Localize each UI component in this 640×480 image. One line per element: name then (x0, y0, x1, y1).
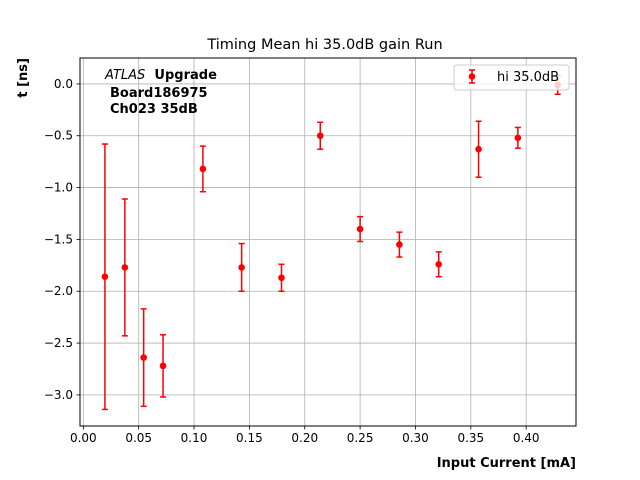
y-tick-label: −3.0 (44, 388, 73, 402)
y-tick-label: −1.5 (44, 232, 73, 246)
point-marker (435, 260, 443, 268)
data-point (356, 215, 364, 243)
x-tick-label: 0.00 (70, 431, 97, 445)
point-marker (356, 225, 364, 233)
annotation-atlas: ATLAS (104, 68, 145, 83)
x-axis-label: Input Current [mA] (437, 456, 576, 471)
point-marker (140, 354, 147, 361)
point-marker (238, 264, 245, 271)
data-point (159, 334, 167, 398)
annotation-upgrade: Upgrade (154, 68, 217, 83)
plot-area: 0.00 0.05 0.10 0.15 0.20 0.25 0.30 0.35 0.40 0.0… (44, 57, 577, 445)
legend-box (453, 64, 570, 91)
legend-label: hi 35.0dB (497, 70, 559, 85)
point-marker (101, 273, 109, 281)
data-point (140, 308, 147, 408)
x-tick-label: 0.20 (291, 431, 318, 445)
y-axis-label: t [ns] (16, 58, 31, 98)
point-marker (316, 132, 324, 140)
point-marker (475, 145, 482, 153)
point-marker (514, 134, 522, 142)
x-tick-label: 0.35 (457, 431, 484, 445)
y-tick-label: 0.0 (54, 77, 73, 91)
data-point (396, 231, 403, 258)
x-tick-label: 0.40 (513, 431, 540, 445)
x-tick-label: 0.15 (236, 431, 263, 445)
data-point (435, 251, 443, 278)
annotation-line-1: ATLAS Upgrade (104, 68, 217, 83)
data-point (514, 126, 522, 149)
plot-frame (79, 57, 577, 427)
point-marker (396, 241, 403, 248)
x-tick-label: 0.05 (125, 431, 152, 445)
data-point (121, 198, 129, 337)
x-tick-label: 0.30 (402, 431, 429, 445)
data-point (199, 145, 207, 193)
data-point (101, 143, 109, 411)
y-tick-label: −1.0 (44, 181, 73, 195)
annotation-channel: Ch023 35dB (110, 102, 198, 117)
y-tick-label: −2.0 (44, 284, 73, 298)
atlas-annotation: ATLAS Upgrade Board186975 Ch023 35dB (104, 68, 217, 117)
y-tick-label: −0.5 (44, 129, 73, 143)
chart-title: Timing Mean hi 35.0dB gain Run (206, 37, 442, 53)
point-marker (278, 274, 285, 282)
x-tick-label: 0.10 (181, 431, 208, 445)
data-point (475, 120, 482, 178)
data-point (316, 121, 324, 150)
legend: hi 35.0dB (453, 64, 570, 91)
data-point (238, 242, 245, 292)
x-tick-label: 0.25 (347, 431, 374, 445)
point-marker (159, 362, 167, 370)
legend-marker (468, 69, 476, 84)
data-point (278, 263, 285, 292)
annotation-board: Board186975 (110, 86, 208, 101)
point-marker (121, 264, 129, 271)
point-marker (199, 165, 207, 173)
x-axis-ticks: 0.00 0.05 0.10 0.15 0.20 0.25 0.30 0.35 0.40 (70, 426, 540, 445)
y-tick-label: −2.5 (44, 336, 73, 350)
y-axis-ticks: 0.0 −0.5 −1.0 −1.5 −2.0 −2.5 −3.0 (44, 77, 80, 402)
